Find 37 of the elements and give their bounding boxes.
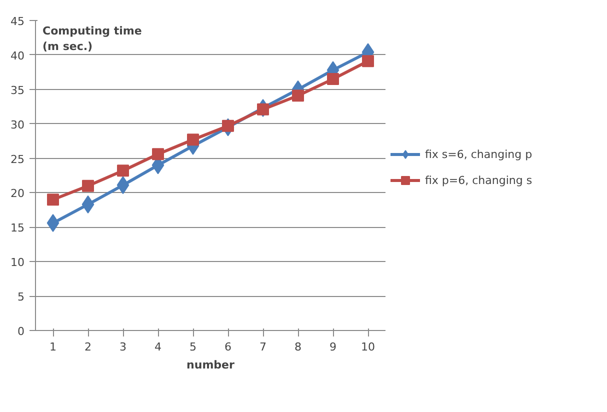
x-tick-label: 4 [154, 340, 162, 354]
y-tick-label: 20 [10, 187, 25, 200]
y-tick-label: 25 [10, 152, 25, 166]
y-tick-label: 5 [18, 290, 24, 304]
x-tick-label: 10 [361, 340, 375, 354]
point [82, 195, 94, 214]
point [47, 194, 59, 206]
x-tick-label: 7 [260, 340, 266, 354]
point [222, 120, 234, 132]
x-tick-label: 6 [224, 340, 232, 354]
point [116, 176, 130, 194]
y-tick-label: 10 [10, 256, 25, 270]
point [362, 55, 374, 68]
point [327, 73, 339, 86]
x-tick-label: 1 [50, 340, 56, 354]
x-tick-label: 8 [294, 340, 302, 354]
y-tick-label: 30 [10, 118, 25, 132]
y-tick-label: 0 [18, 325, 24, 338]
x-tick-label: 5 [190, 340, 196, 354]
legend-label: fix s=6, changing p [425, 148, 534, 160]
point [257, 103, 269, 116]
point [152, 148, 164, 160]
y-axis-title: Computing time (m sec.) [42, 24, 142, 54]
y-tick-label: 45 [10, 15, 25, 28]
x-tick-label: 3 [120, 340, 126, 354]
y-tick-label: 35 [10, 84, 25, 97]
x-tick-label: 2 [84, 340, 92, 354]
y-tick-label: 15 [10, 222, 25, 235]
x-tick-label: 9 [330, 340, 336, 354]
point [46, 214, 60, 232]
y-tick-label: 40 [10, 49, 25, 62]
point [292, 90, 304, 102]
point [82, 180, 94, 192]
point [187, 134, 199, 146]
legend-label: fix p=6, changing s [425, 174, 534, 186]
x-axis-title: number [186, 358, 236, 372]
point [117, 164, 129, 177]
